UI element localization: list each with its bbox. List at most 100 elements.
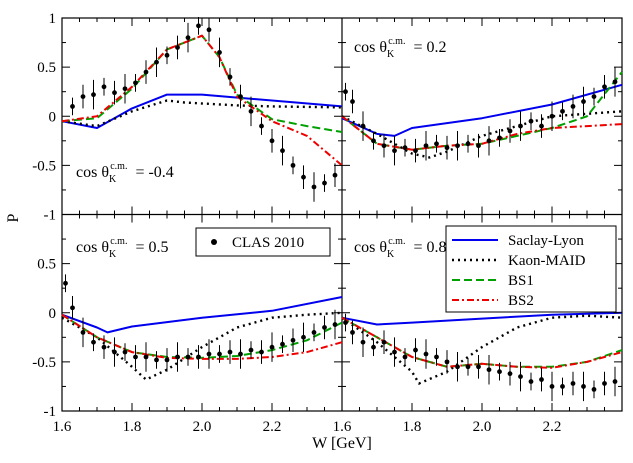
- top-left-clas-point: [227, 74, 233, 80]
- top-right-clas-point: [560, 108, 565, 114]
- bottom-left-clas-point: [217, 351, 222, 357]
- top-right-clas-point: [381, 143, 387, 149]
- bottom-left-clas-point: [133, 354, 138, 360]
- top-right-clas-point: [392, 148, 397, 154]
- legend-clas-label: CLAS 2010: [232, 235, 304, 251]
- legend-data: CLAS 2010: [195, 227, 331, 257]
- top-left-clas-point: [112, 90, 117, 96]
- bottom-right-clas-point: [591, 386, 597, 392]
- bottom-right-clas-point: [350, 330, 355, 335]
- top-right-bs2-curve: [341, 115, 623, 151]
- legend-models: Saclay-Lyon Kaon-MAID BS1 BS2: [445, 225, 617, 313]
- top-left-clas-point: [122, 86, 128, 92]
- bottom-right-clas-point: [392, 349, 397, 355]
- bottom-right-clas-point: [402, 354, 408, 360]
- bottom-right-panel-label: cos θKc.m. = 0.8: [354, 236, 446, 260]
- bottom-right-clas-point: [570, 381, 576, 386]
- top-right-clas-point: [539, 123, 544, 129]
- top-right-clas-point: [612, 79, 618, 85]
- y-tick-label: 0: [49, 306, 57, 322]
- bottom-left-clas-point: [175, 354, 180, 360]
- legend-clas-marker: [211, 239, 217, 245]
- top-right-saclay-lyon-curve: [341, 83, 623, 137]
- top-left-clas-point: [154, 59, 159, 65]
- top-right-clas-point: [497, 135, 502, 141]
- top-left-clas-point: [269, 138, 275, 144]
- bottom-right-clas-point: [602, 381, 607, 386]
- top-right-clas-point: [591, 94, 597, 99]
- y-tick-label: -0.5: [32, 355, 56, 371]
- bottom-left-clas-point: [154, 357, 159, 363]
- top-right-panel-label: cos θKc.m. = 0.2: [354, 36, 446, 60]
- top-right-clas-point: [402, 145, 408, 151]
- bottom-right-clas-point: [612, 379, 618, 384]
- top-left-clas-point: [248, 108, 254, 114]
- top-left-clas-point: [164, 52, 170, 58]
- legend-data-box: [195, 227, 331, 257]
- bottom-right-clas-point: [381, 339, 387, 345]
- top-right-clas-point: [455, 143, 460, 149]
- bottom-right-clas-point: [444, 359, 450, 365]
- top-left-clas-point: [332, 172, 338, 178]
- y-tick-label: 0.5: [37, 60, 56, 76]
- bottom-right-clas-point: [528, 379, 534, 384]
- top-right-clas-point: [413, 148, 418, 154]
- bottom-left-clas-point: [185, 354, 191, 360]
- bottom-right-clas-point: [371, 344, 376, 350]
- legend-maid-label: Kaon-MAID: [508, 253, 586, 269]
- series-layer: [61, 17, 623, 402]
- top-right-clas-point: [360, 123, 366, 129]
- top-right-clas-point: [486, 138, 492, 144]
- bottom-left-clas-point: [227, 349, 233, 355]
- top-left-clas-point: [301, 174, 306, 180]
- x-tick-label: 1.6: [333, 419, 352, 435]
- label-layer: cos θKc.m. = -0.4 cos θKc.m. = 0.2 cos θKc…: [32, 11, 561, 435]
- bottom-left-clas-point: [322, 325, 327, 330]
- top-right-clas-point: [518, 123, 523, 129]
- bottom-right-clas-point: [360, 339, 366, 345]
- y-tick-label: -1: [44, 208, 57, 224]
- bottom-left-clas-point: [80, 330, 86, 335]
- top-left-clas-point: [80, 94, 86, 99]
- bottom-right-clas-point: [581, 384, 586, 389]
- top-left-clas-point: [175, 45, 180, 50]
- x-tick-label: 2.0: [193, 419, 212, 435]
- top-left-clas-point: [101, 84, 107, 90]
- top-right-clas-point: [507, 128, 513, 134]
- top-right-clas-point: [444, 145, 450, 151]
- bottom-left-bs2-curve: [61, 313, 343, 360]
- top-left-clas-point: [206, 27, 212, 33]
- bottom-right-clas-point: [518, 374, 523, 380]
- bottom-right-saclay-lyon-curve: [341, 311, 623, 326]
- bottom-left-clas-point: [301, 334, 306, 340]
- x-axis-label: W [GeV]: [312, 435, 372, 452]
- top-left-clas-point: [217, 49, 222, 55]
- top-left-clas-point: [290, 162, 296, 168]
- bottom-left-clas-point: [196, 354, 201, 360]
- bottom-right-clas-point: [507, 371, 513, 377]
- bottom-left-clas-point: [332, 322, 338, 327]
- bottom-right-clas-point: [465, 364, 471, 370]
- top-right-clas-point: [350, 99, 355, 104]
- top-left-clas-point: [311, 184, 317, 190]
- bottom-right-clas-point: [486, 367, 492, 373]
- bottom-left-clas-point: [63, 280, 68, 286]
- x-tick-label: 2.2: [263, 419, 282, 435]
- top-left-panel-label: cos θKc.m. = -0.4: [76, 161, 174, 185]
- legend-saclay-label: Saclay-Lyon: [508, 233, 584, 249]
- top-right-clas-point: [549, 113, 555, 119]
- bottom-right-bs2-curve: [341, 316, 623, 369]
- bottom-left-clas-point: [269, 344, 275, 350]
- bottom-right-clas-point: [476, 364, 481, 370]
- top-left-bs2-curve: [61, 34, 343, 167]
- y-tick-label: 0: [49, 109, 57, 125]
- y-tick-label: 0.5: [37, 257, 56, 273]
- bottom-left-clas-point: [248, 347, 254, 353]
- top-right-clas-point: [434, 141, 439, 147]
- top-right-clas-point: [465, 141, 471, 147]
- bottom-left-clas-point: [91, 339, 96, 345]
- top-left-clas-point: [91, 92, 96, 98]
- x-tick-label: 1.6: [53, 419, 72, 435]
- bottom-left-saclay-lyon-curve: [61, 296, 343, 334]
- top-left-clas-point: [143, 69, 149, 75]
